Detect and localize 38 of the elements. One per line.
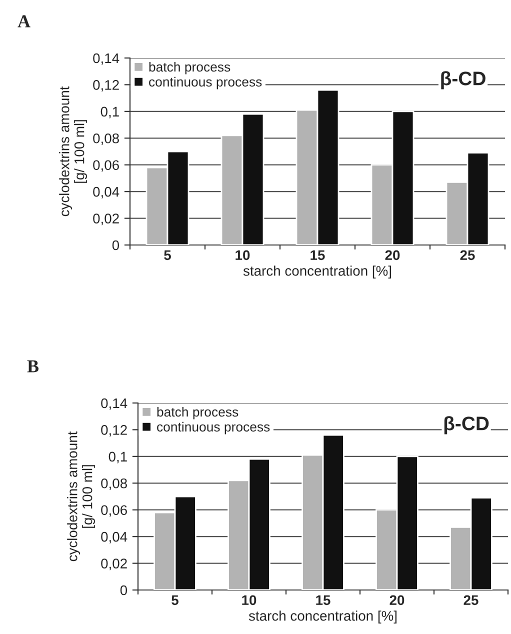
x-tick-label: 15 [310,250,325,260]
x-tick-label: 5 [172,595,178,606]
legend-label: continuous process [149,76,262,90]
x-tick-label: 20 [390,595,404,606]
chart-title: A [18,15,30,28]
x-tick-label: 15 [316,595,330,606]
y-tick-label: 0,08 [93,133,119,145]
chart-title: B [27,360,39,372]
y-axis-title: cyclodextrins amount [g/ 100 ml] [59,86,87,216]
legend-label: batch process [149,62,230,74]
y-tick-label: 0,12 [101,425,127,437]
y-tick-label: 0,04 [101,532,128,544]
x-tick-label: 25 [460,250,475,260]
legend-label: continuous process [157,422,270,434]
y-axis-title: cyclodextrins amount [g/ 100 ml] [67,431,95,562]
y-tick-label: 0,1 [100,106,119,118]
y-tick-label: 0 [112,240,120,250]
x-tick-label: 20 [385,250,400,260]
x-tick-label: 10 [242,595,256,606]
x-axis-title: starch concentration [%] [243,266,392,279]
y-tick-label: 0,14 [101,398,128,410]
x-tick-label: 25 [464,595,478,606]
y-tick-label: 0,12 [93,80,119,92]
y-tick-label: 0,06 [93,160,119,172]
y-tick-label: 0,08 [101,478,127,490]
y-tick-label: 0,14 [93,53,120,65]
y-tick-label: 0,02 [101,558,127,570]
legend-label: batch process [157,406,238,420]
annotation: β-CD [441,71,486,90]
y-tick-label: 0,1 [108,452,127,464]
y-tick-label: 0,02 [93,214,119,226]
x-tick-label: 10 [236,250,250,260]
y-tick-label: 0,06 [101,505,127,517]
x-tick-label: 5 [164,250,171,260]
y-tick-label: 0,04 [93,186,120,198]
y-tick-label: 0 [120,585,128,596]
x-axis-title: starch concentration [%] [248,610,397,624]
annotation: β-CD [444,416,489,434]
